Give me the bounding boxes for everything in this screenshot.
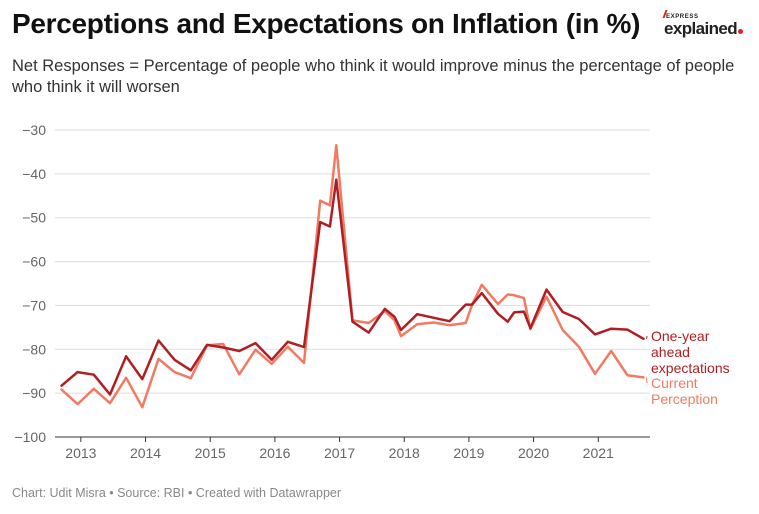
y-tick-label: −80 [22, 341, 46, 357]
y-tick-label: −90 [22, 385, 46, 401]
y-tick-label: −40 [22, 166, 46, 182]
x-tick-label: 2018 [389, 445, 420, 461]
y-tick-label: −100 [14, 429, 46, 445]
series-label-line: expectations [651, 360, 730, 376]
series-label-line: One-year [651, 328, 710, 344]
y-tick-label: −30 [22, 122, 46, 138]
x-tick-label: 2015 [195, 445, 226, 461]
series-label-perception: Current Perception [651, 375, 718, 407]
y-tick-label: −70 [22, 297, 46, 313]
series-label-line: Current [651, 375, 698, 391]
x-tick-label: 2019 [453, 445, 484, 461]
x-tick-label: 2017 [324, 445, 355, 461]
x-tick-label: 2014 [130, 445, 161, 461]
brand-top-text: EXPRESS [666, 14, 699, 20]
series-line-expectations [60, 178, 645, 396]
x-tick-label: 2020 [518, 445, 549, 461]
x-tick-label: 2016 [259, 445, 290, 461]
y-tick-label: −50 [22, 210, 46, 226]
series-label-expectations: One-year ahead expectations [651, 328, 730, 376]
brand-logo: EXPRESS explained [662, 8, 748, 42]
brand-dot-icon [738, 29, 744, 34]
y-tick-label: −60 [22, 254, 46, 270]
brand-main-text: explained [664, 19, 744, 39]
series-line-perception [60, 144, 645, 409]
chart-title: Perceptions and Expectations on Inflatio… [12, 8, 641, 39]
chart-subtitle: Net Responses = Percentage of people who… [12, 57, 735, 96]
x-tick-label: 2013 [65, 445, 96, 461]
chart-footer-credit: Chart: Udit Misra • Source: RBI • Create… [12, 486, 342, 500]
series-label-line: Perception [651, 391, 718, 407]
series-label-line: ahead [651, 344, 690, 360]
x-tick-label: 2021 [583, 445, 614, 461]
